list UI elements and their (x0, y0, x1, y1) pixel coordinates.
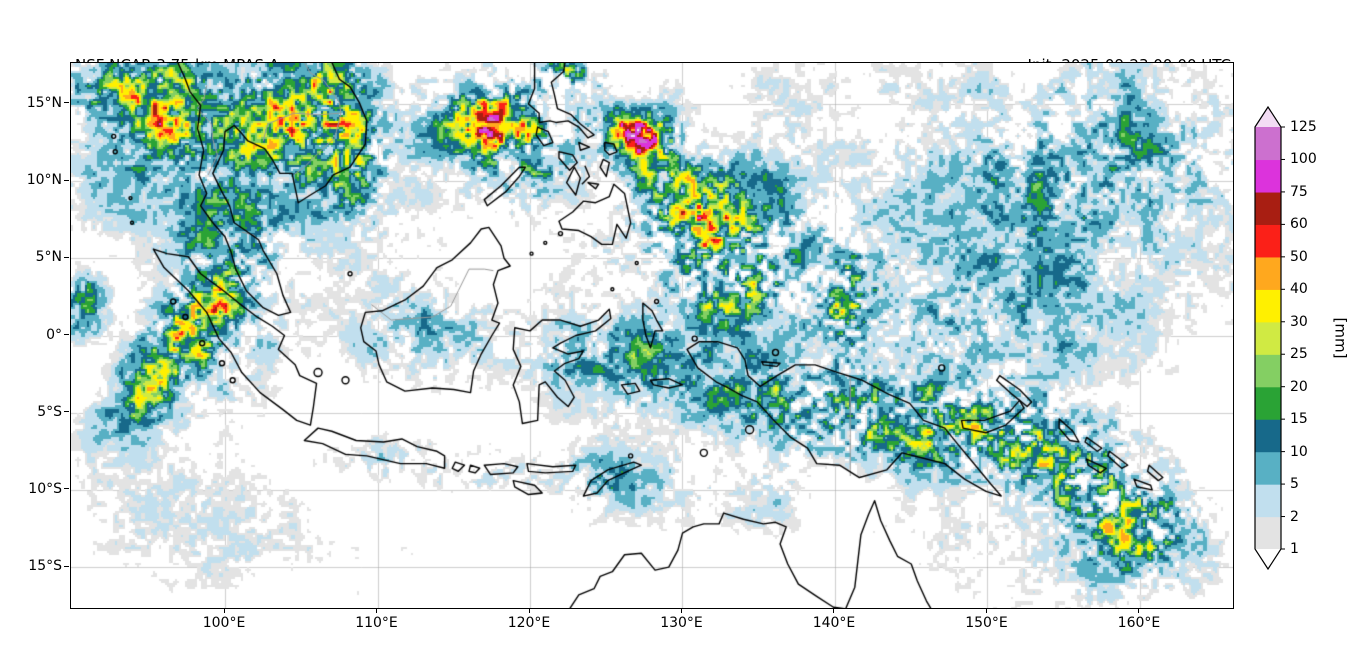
colorbar-outline (1254, 105, 1282, 571)
x-tick-mark (223, 608, 225, 613)
colorbar-segment (1255, 354, 1281, 388)
y-tick-mark (64, 334, 69, 335)
x-tick-label: 120°E (507, 615, 551, 631)
colorbar-extend-above (1255, 107, 1281, 127)
colorbar-tick-label: 25 (1290, 346, 1308, 363)
x-tick-mark (1138, 608, 1140, 613)
colorbar-tick-label: 100 (1290, 151, 1317, 168)
y-tick-label: 10°S (28, 480, 62, 497)
colorbar-tick-label: 10 (1290, 443, 1308, 460)
colorbar-segment (1255, 386, 1281, 420)
x-tick-mark (985, 608, 987, 613)
map-axes (70, 62, 1234, 609)
x-tick-label: 110°E (355, 615, 398, 631)
x-tick-mark (680, 608, 682, 613)
x-tick-mark (528, 608, 530, 613)
colorbar-segment (1255, 256, 1281, 290)
colorbar-tick-label: 15 (1290, 411, 1308, 428)
colorbar-segment (1255, 419, 1281, 453)
x-tick-label: 130°E (660, 615, 703, 631)
y-tick-label: 10°N (26, 172, 62, 189)
x-tick-label: 100°E (202, 615, 246, 631)
colorbar-tick-label: 30 (1290, 313, 1308, 330)
y-tick-label: 15°N (26, 94, 62, 111)
y-tick-label: 0° (46, 326, 62, 343)
colorbar-tick-label: 20 (1290, 378, 1308, 395)
colorbar-segment (1255, 224, 1281, 258)
y-tick-mark (64, 256, 69, 258)
x-tick-label: 140°E (812, 615, 856, 631)
y-tick-label: 15°S (28, 558, 62, 575)
colorbar-segment (1255, 159, 1281, 193)
colorbar-tick-label: 1 (1290, 541, 1299, 557)
colorbar-tick-label: 40 (1290, 281, 1308, 298)
x-tick-label: 150°E (965, 615, 1008, 631)
y-tick-mark (64, 411, 69, 413)
colorbar-tick-label: 75 (1290, 183, 1308, 200)
x-tick-label: 160°E (1117, 615, 1161, 631)
y-tick-mark (64, 488, 69, 490)
x-tick-mark (376, 608, 377, 613)
colorbar-segment (1255, 289, 1281, 323)
colorbar-segment (1255, 451, 1281, 485)
y-tick-mark (64, 102, 69, 104)
colorbar-segment (1255, 484, 1281, 518)
y-tick-label: 5°S (37, 403, 62, 420)
y-tick-mark (64, 565, 69, 567)
y-tick-mark (64, 179, 69, 181)
colorbar-units-label: [mm] (1331, 317, 1350, 359)
colorbar-extend-below (1255, 549, 1281, 569)
precipitation-map-canvas (71, 63, 1233, 608)
colorbar-segment (1255, 127, 1281, 161)
y-tick-label: 5°N (35, 249, 62, 266)
colorbar-tick-label: 125 (1290, 119, 1317, 135)
colorbar-tick-label: 60 (1290, 216, 1308, 233)
colorbar-tick-label: 5 (1290, 476, 1299, 493)
x-tick-mark (833, 608, 835, 613)
colorbar-segment (1255, 191, 1281, 225)
colorbar-tick-label: 2 (1290, 508, 1299, 525)
colorbar-tick-label: 50 (1290, 248, 1308, 265)
colorbar-segment (1255, 321, 1281, 355)
colorbar-segment (1255, 516, 1281, 550)
